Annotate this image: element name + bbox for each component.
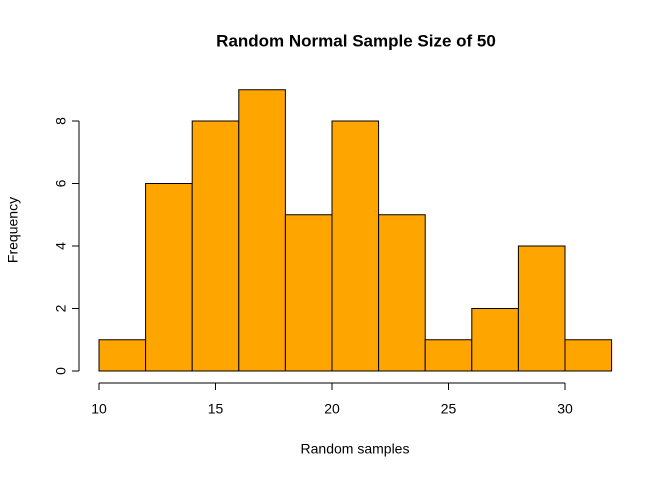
y-tick-label: 4 xyxy=(53,242,69,250)
bar xyxy=(471,308,519,372)
x-tick-label: 20 xyxy=(324,401,340,417)
bar xyxy=(517,245,566,372)
bar xyxy=(284,214,333,372)
bar xyxy=(564,339,613,372)
x-axis-label: Random samples xyxy=(301,441,410,457)
x-tick-label: 25 xyxy=(441,401,457,417)
x-tick-label: 30 xyxy=(557,401,573,417)
bar xyxy=(145,183,193,372)
y-tick-label: 2 xyxy=(53,304,69,312)
x-tick-label: 10 xyxy=(91,401,107,417)
x-tick-label: 15 xyxy=(208,401,224,417)
bar xyxy=(191,120,240,372)
y-tick-label: 6 xyxy=(53,179,69,187)
y-tick-label: 8 xyxy=(53,117,69,125)
chart-title: Random Normal Sample Size of 50 xyxy=(216,31,496,50)
y-axis-label: Frequency xyxy=(5,197,21,263)
bar xyxy=(331,120,380,372)
bar xyxy=(98,339,147,372)
bar xyxy=(424,339,473,372)
bar xyxy=(238,89,286,372)
bar xyxy=(378,214,426,372)
y-tick-label: 0 xyxy=(53,367,69,375)
